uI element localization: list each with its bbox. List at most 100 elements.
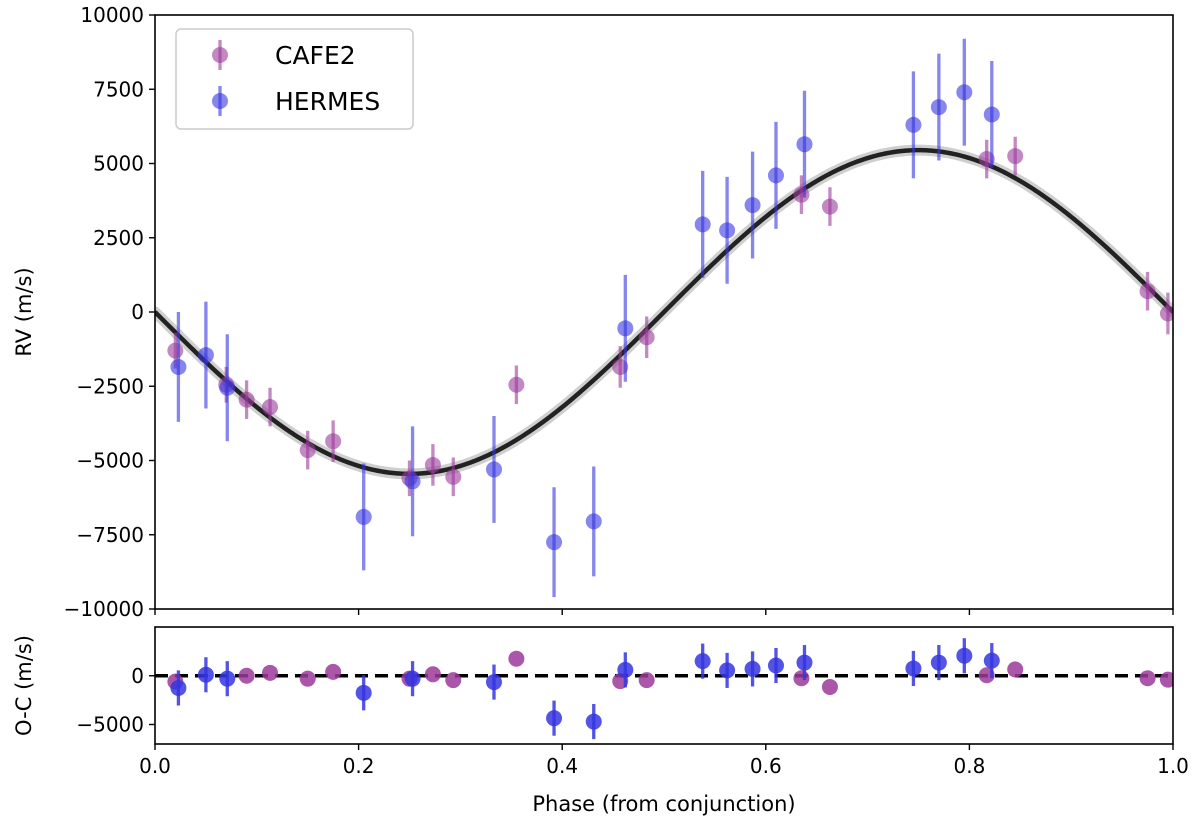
hermes-point-16 bbox=[956, 84, 973, 101]
rv-plot-area bbox=[155, 38, 1173, 598]
rv-ylabel: RV (m/s) bbox=[12, 267, 36, 356]
legend-box bbox=[175, 28, 414, 130]
rv-ytick-label-5: 2500 bbox=[93, 226, 144, 250]
hermes-point-9 bbox=[694, 216, 711, 233]
hermes-point-17 bbox=[983, 652, 1000, 669]
hermes-point-16 bbox=[956, 647, 973, 664]
hermes-point-1 bbox=[197, 666, 214, 683]
residuals-plot-area bbox=[155, 638, 1173, 740]
rv-series-hermes bbox=[170, 38, 1000, 598]
cafe2-point-3 bbox=[262, 399, 279, 416]
hermes-point-8 bbox=[617, 661, 634, 678]
hermes-point-13 bbox=[796, 136, 813, 153]
cafe2-point-7 bbox=[445, 672, 462, 689]
residuals-panel: −5000 0 O-C (m/s) bbox=[12, 626, 1174, 750]
xtick-label-2: 0.4 bbox=[546, 754, 578, 778]
hermes-point-6 bbox=[546, 710, 563, 727]
residuals-ytick-label-1: 0 bbox=[131, 664, 144, 688]
rv-ytick-label-6: 5000 bbox=[93, 152, 144, 176]
residuals-series-hermes bbox=[170, 638, 1000, 740]
residuals-ylabel: O-C (m/s) bbox=[12, 635, 36, 736]
hermes-point-13 bbox=[796, 654, 813, 671]
cafe2-point-14 bbox=[1007, 661, 1024, 678]
model-curve bbox=[155, 147, 1173, 477]
rv-ytick-label-0: −10000 bbox=[64, 597, 144, 621]
cafe2-point-6 bbox=[424, 666, 441, 683]
hermes-point-5 bbox=[485, 461, 502, 478]
rv-ytick-label-7: 7500 bbox=[93, 77, 144, 101]
hermes-point-2 bbox=[219, 379, 236, 396]
hermes-point-11 bbox=[744, 197, 761, 214]
hermes-point-8 bbox=[617, 320, 634, 337]
cafe2-point-4 bbox=[325, 663, 342, 680]
legend-hermes-marker bbox=[212, 93, 228, 109]
legend: CAFE2 HERMES bbox=[175, 28, 414, 130]
hermes-point-3 bbox=[355, 684, 372, 701]
rv-series-cafe2 bbox=[167, 136, 1173, 497]
hermes-point-14 bbox=[905, 660, 922, 677]
x-axis: 0.0 0.2 0.4 0.6 0.8 1.0 Phase (from conjunctio… bbox=[139, 754, 1189, 816]
cafe2-point-8 bbox=[508, 650, 525, 667]
cafe2-point-12 bbox=[821, 678, 838, 695]
cafe2-point-7 bbox=[424, 456, 441, 473]
xtick-label-4: 0.8 bbox=[953, 754, 985, 778]
hermes-point-0 bbox=[170, 358, 187, 375]
hermes-point-10 bbox=[719, 222, 736, 239]
cafe2-point-8 bbox=[445, 468, 462, 485]
cafe2-point-2 bbox=[238, 391, 255, 408]
hermes-point-10 bbox=[719, 662, 736, 679]
rv-ytick-label-4: 0 bbox=[131, 300, 144, 324]
hermes-point-9 bbox=[694, 653, 711, 670]
cafe2-point-11 bbox=[793, 670, 810, 687]
rv-ytick-label-3: −2500 bbox=[76, 374, 144, 398]
xtick-label-1: 0.2 bbox=[343, 754, 375, 778]
rv-panel: −10000 −7500 −5000 −2500 0 2500 5000 7500 10000 R… bbox=[12, 3, 1174, 621]
cafe2-point-15 bbox=[1007, 148, 1024, 165]
rv-ytick-label-8: 10000 bbox=[80, 3, 144, 27]
xtick-label-3: 0.6 bbox=[750, 754, 782, 778]
hermes-point-3 bbox=[355, 508, 372, 525]
hermes-point-2 bbox=[219, 670, 236, 687]
hermes-point-15 bbox=[930, 654, 947, 671]
cafe2-point-4 bbox=[299, 442, 316, 459]
residuals-series-cafe2 bbox=[167, 650, 1173, 695]
cafe2-point-2 bbox=[262, 664, 279, 681]
hermes-point-4 bbox=[404, 473, 421, 490]
cafe2-point-16 bbox=[1159, 671, 1173, 688]
hermes-point-12 bbox=[767, 657, 784, 674]
hermes-point-0 bbox=[170, 679, 187, 696]
cafe2-point-11 bbox=[638, 329, 655, 346]
hermes-point-14 bbox=[905, 116, 922, 133]
xtick-label-0: 0.0 bbox=[139, 754, 171, 778]
xtick-label-5: 1.0 bbox=[1157, 754, 1189, 778]
cafe2-point-15 bbox=[1139, 670, 1156, 687]
cafe2-point-5 bbox=[325, 433, 342, 450]
hermes-point-4 bbox=[404, 670, 421, 687]
hermes-point-7 bbox=[585, 513, 602, 530]
hermes-point-17 bbox=[983, 106, 1000, 123]
cafe2-point-17 bbox=[1159, 305, 1173, 322]
legend-cafe2-label: CAFE2 bbox=[275, 41, 356, 70]
cafe2-point-3 bbox=[299, 670, 316, 687]
rv-ytick-label-2: −5000 bbox=[76, 449, 144, 473]
cafe2-point-9 bbox=[508, 376, 525, 393]
hermes-point-5 bbox=[485, 674, 502, 691]
cafe2-point-13 bbox=[821, 198, 838, 215]
residuals-ytick-label-0: −5000 bbox=[76, 713, 144, 737]
hermes-point-6 bbox=[546, 534, 563, 551]
cafe2-point-1 bbox=[238, 667, 255, 684]
residuals-frame bbox=[154, 626, 1174, 745]
hermes-point-12 bbox=[767, 167, 784, 184]
hermes-point-15 bbox=[930, 99, 947, 116]
hermes-point-7 bbox=[585, 713, 602, 730]
cafe2-point-10 bbox=[638, 672, 655, 689]
legend-hermes-label: HERMES bbox=[275, 87, 380, 116]
cafe2-point-0 bbox=[167, 342, 184, 359]
hermes-point-1 bbox=[197, 347, 214, 364]
cafe2-point-16 bbox=[1139, 283, 1156, 300]
hermes-point-11 bbox=[744, 660, 761, 677]
cafe2-point-12 bbox=[793, 186, 810, 203]
legend-cafe2-marker bbox=[212, 47, 228, 63]
xlabel: Phase (from conjunction) bbox=[532, 792, 795, 816]
